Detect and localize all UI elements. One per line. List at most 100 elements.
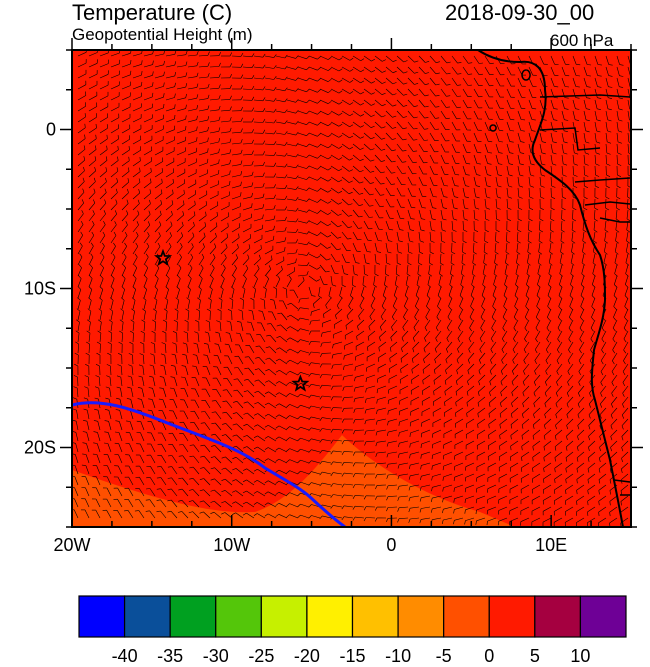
wind-barb-flag — [232, 479, 237, 482]
wind-barb-flag — [139, 167, 141, 172]
wind-barb — [88, 127, 97, 134]
wind-barb — [605, 99, 609, 109]
wind-barb — [278, 502, 288, 508]
wind-barb — [460, 275, 464, 285]
wind-barb — [319, 242, 328, 249]
wind-barb-flag — [516, 251, 521, 255]
wind-barb — [198, 87, 208, 90]
wind-barb-flag — [545, 349, 549, 354]
wind-barb — [176, 235, 184, 244]
wind-barb — [594, 121, 597, 131]
wind-barb — [380, 308, 387, 317]
wind-barb-flag — [482, 284, 486, 288]
wind-barb — [528, 176, 531, 186]
wind-barb-flag — [117, 156, 119, 161]
wind-barb — [289, 492, 299, 497]
wind-barb — [345, 330, 354, 336]
wind-barb-flag — [566, 425, 568, 430]
wind-barb — [108, 410, 112, 420]
wind-barb-flag — [547, 295, 552, 299]
wind-barb-flag — [273, 151, 277, 156]
wind-barb — [214, 445, 222, 453]
wind-barb-flag — [381, 305, 385, 310]
wind-barb — [138, 499, 145, 508]
wind-barb — [235, 456, 244, 464]
wind-barb-flag — [122, 275, 126, 279]
wind-barb — [378, 352, 387, 359]
wind-barb — [231, 257, 238, 266]
wind-barb — [330, 242, 338, 250]
wind-barb-flag — [349, 135, 354, 139]
wind-barb — [341, 176, 350, 183]
wind-barb-flag — [93, 199, 96, 204]
wind-barb-flag — [150, 178, 152, 183]
wind-barb-flag — [273, 97, 277, 102]
wind-barb — [605, 154, 607, 165]
wind-barb — [366, 429, 376, 432]
wind-barb — [333, 472, 343, 475]
wind-barb-flag — [295, 142, 299, 147]
wind-barb-flag — [458, 316, 462, 321]
wind-barb-flag — [234, 264, 237, 269]
wind-barb-flag — [457, 62, 462, 64]
wind-barb-flag — [556, 371, 559, 375]
wind-barb — [110, 235, 117, 244]
wind-barb — [77, 202, 84, 211]
wind-barb — [246, 479, 255, 486]
wind-barb-flag — [446, 95, 451, 97]
wind-barb — [374, 110, 382, 118]
wind-barb-flag — [114, 431, 120, 433]
wind-barb-flag — [454, 196, 459, 198]
wind-barb — [311, 460, 321, 464]
wind-barb-flag — [392, 104, 397, 107]
wind-barb — [503, 286, 508, 296]
wind-barb-flag — [608, 75, 613, 77]
wind-barb — [543, 429, 552, 437]
wind-barb — [311, 493, 321, 497]
wind-barb — [238, 356, 244, 365]
wind-barb — [264, 110, 274, 113]
wind-barb — [231, 131, 242, 134]
wind-barb-flag — [381, 115, 386, 118]
wind-barb — [131, 366, 134, 376]
wind-barb-flag — [400, 369, 402, 374]
wind-barb — [330, 176, 339, 183]
wind-barb — [246, 435, 255, 442]
wind-barb — [605, 110, 608, 120]
wind-barb — [440, 77, 447, 86]
wind-barb-flag — [431, 487, 433, 492]
wind-barb-flag — [308, 471, 312, 475]
wind-barb — [494, 242, 497, 252]
wind-barb-flag — [556, 360, 560, 365]
wind-barb-flag — [587, 490, 589, 495]
wind-barb-flag — [443, 207, 448, 209]
wind-barb — [491, 319, 497, 329]
wind-barb — [319, 253, 327, 261]
wind-barb-flag — [251, 203, 253, 208]
wind-barb-flag — [327, 223, 332, 227]
wind-barb — [576, 462, 585, 469]
wind-barb-flag — [160, 364, 165, 367]
wind-barb-flag — [132, 286, 136, 290]
wind-barb — [242, 164, 252, 167]
wind-barb-flag — [371, 81, 376, 84]
wind-barb — [185, 366, 189, 376]
wind-barb-flag — [295, 164, 299, 168]
wind-barb — [143, 53, 153, 57]
wind-barb — [410, 451, 420, 455]
wind-barb-flag — [218, 116, 221, 121]
wind-barb — [582, 242, 585, 252]
wind-barb — [366, 385, 376, 389]
wind-barb — [346, 308, 354, 316]
wind-barb-flag — [571, 240, 576, 244]
wind-barb-flag — [273, 286, 277, 290]
wind-barb-flag — [90, 242, 94, 247]
wind-barb-flag — [243, 423, 248, 427]
wind-barb — [322, 428, 332, 431]
wind-barb-flag — [327, 167, 332, 171]
wind-barb — [138, 510, 145, 519]
wind-barb — [559, 275, 563, 285]
wind-barb — [459, 297, 464, 307]
wind-barb-flag — [624, 306, 628, 310]
colorbar-label: -30 — [203, 646, 229, 666]
